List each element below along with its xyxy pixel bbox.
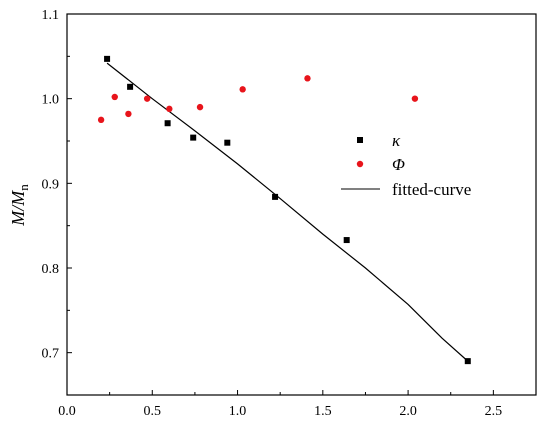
legend-phi-marker — [356, 160, 364, 168]
fitted-curve-layer — [106, 62, 469, 362]
kappa-point — [164, 120, 171, 127]
legend-fitted-curve-label: fitted-curve — [392, 180, 471, 199]
kappa-point — [343, 237, 350, 244]
kappa-point — [190, 134, 197, 141]
kappa-point — [272, 193, 279, 200]
y-tick-label: 0.8 — [42, 262, 60, 277]
y-axis-label-subscript: n — [16, 184, 31, 191]
kappa-point — [464, 358, 471, 365]
y-axis-label: M/Mn — [8, 184, 31, 227]
kappa-point — [224, 139, 231, 146]
x-tick-label: 2.0 — [399, 404, 417, 419]
legend-kappa-label: κ — [392, 131, 401, 150]
data-points — [97, 55, 471, 365]
x-tick-label: 1.0 — [229, 404, 247, 419]
axis-ticks: 0.0 0.5 1.0 1.5 2.0 2.5 0.7 0.8 0.9 1.0 1.1 — [42, 8, 503, 419]
phi-point — [97, 116, 105, 124]
x-tick-label: 0.0 — [58, 404, 76, 419]
y-tick-label: 0.9 — [42, 177, 60, 192]
x-tick-label: 0.5 — [144, 404, 162, 419]
fitted-curve-line — [106, 62, 469, 362]
y-tick-label: 0.7 — [42, 347, 60, 362]
phi-point — [304, 75, 311, 82]
x-tick-label: 1.5 — [314, 404, 332, 419]
y-axis-label-main: M/M — [8, 190, 28, 227]
kappa-point — [104, 55, 111, 62]
plot-frame — [66, 13, 537, 396]
phi-point — [125, 110, 132, 118]
phi-point — [111, 93, 118, 101]
y-tick-label: 1.1 — [42, 8, 60, 23]
phi-point — [239, 86, 246, 93]
legend-phi-label: Φ — [392, 155, 405, 174]
kappa-point — [127, 83, 134, 90]
y-tick-label: 1.0 — [42, 93, 60, 108]
phi-point — [166, 105, 173, 113]
legend: κ Φ fitted-curve — [341, 131, 471, 199]
legend-kappa-marker — [357, 137, 363, 143]
phi-point — [196, 103, 204, 111]
axes — [66, 13, 537, 396]
x-tick-label: 2.5 — [485, 404, 503, 419]
phi-point — [143, 95, 151, 102]
phi-point — [411, 95, 419, 102]
